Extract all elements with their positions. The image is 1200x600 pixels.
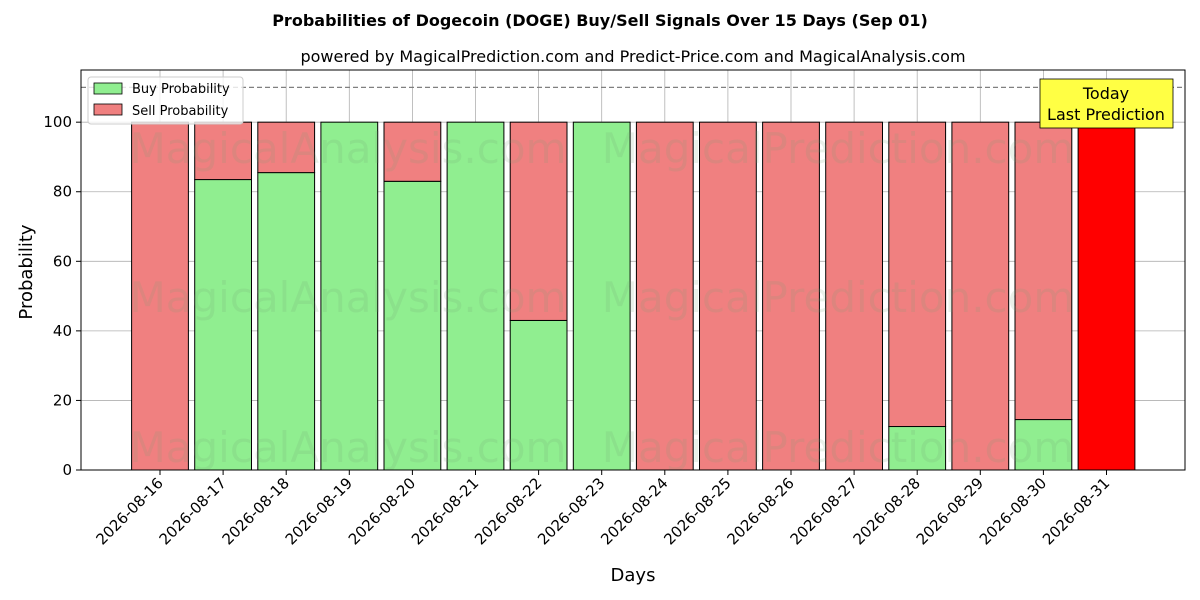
bar-sell: [194, 121, 252, 181]
bar-buy: [572, 121, 631, 471]
legend-sell-swatch: [93, 103, 123, 116]
x-tick-label: 2026-08-22: [471, 474, 545, 548]
bar-buy: [383, 180, 442, 471]
y-tick-label: 40: [53, 322, 72, 340]
x-tick-label: 2026-08-31: [1039, 474, 1113, 548]
annotation-today: Today: [1082, 84, 1129, 103]
chart-subtitle: powered by MagicalPrediction.com and Pre…: [300, 47, 965, 66]
bars: [131, 121, 1136, 471]
bar-buy: [509, 319, 568, 471]
x-tick-label: 2026-08-20: [345, 474, 419, 548]
bar-sell: [825, 121, 883, 471]
bar-sell: [1014, 121, 1073, 421]
watermark-text: MagicalAnalysis.com: [130, 124, 567, 173]
legend-box: [87, 76, 244, 125]
annotation-box: [1039, 78, 1174, 129]
plot-frame: [80, 69, 1186, 471]
bar-sell: [699, 121, 757, 471]
x-tick-label: 2026-08-25: [660, 474, 734, 548]
bar-sell: [635, 121, 694, 471]
bar-sell: [257, 121, 316, 174]
y-ticks: 0 20 40 60 80 100: [43, 113, 81, 479]
y-tick-label: 60: [53, 252, 72, 270]
bar-sell: [383, 121, 442, 182]
y-tick-label: 80: [53, 183, 72, 201]
watermark-text: MagicalAnalysis.com: [130, 423, 567, 472]
watermark-text: MagicalAnalysis.com: [130, 273, 567, 322]
x-tick-label: 2026-08-16: [92, 474, 166, 548]
x-tick-label: 2026-08-19: [282, 474, 356, 548]
bar-today: [1077, 121, 1136, 471]
x-tick-label: 2026-08-27: [787, 474, 861, 548]
legend-sell-label: Sell Probability: [132, 104, 229, 119]
y-axis-label: Probability: [16, 224, 37, 319]
watermark-text: MagicalPrediction.com: [602, 124, 1075, 173]
x-tick-label: 2026-08-18: [219, 474, 293, 548]
chart-title: Probabilities of Dogecoin (DOGE) Buy/Sel…: [272, 11, 928, 30]
y-tick-label: 0: [62, 461, 72, 479]
watermark-text: MagicalPrediction.com: [602, 273, 1075, 322]
x-tick-label: 2026-08-29: [913, 474, 987, 548]
bar-sell: [951, 121, 1010, 471]
bar-buy: [446, 121, 505, 471]
x-tick-label: 2026-08-28: [850, 474, 924, 548]
x-tick-label: 2026-08-30: [976, 474, 1050, 548]
x-tick-label: 2026-08-17: [156, 474, 230, 548]
x-axis-label: Days: [611, 565, 656, 586]
watermarks: MagicalAnalysis.com MagicalPrediction.com…: [130, 124, 1075, 472]
x-ticks: 2026-08-162026-08-172026-08-182026-08-19…: [92, 470, 1113, 548]
bar-sell: [888, 121, 947, 428]
bar-buy: [320, 121, 379, 471]
today-annotation: Today Last Prediction: [1039, 78, 1174, 129]
watermark-text: MagicalPrediction.com: [602, 423, 1075, 472]
x-tick-label: 2026-08-24: [597, 474, 671, 548]
bar-sell: [509, 121, 568, 321]
legend-buy-swatch: [93, 82, 123, 95]
x-tick-label: 2026-08-21: [408, 474, 482, 548]
y-tick-label: 100: [43, 113, 72, 131]
legend: Buy Probability Sell Probability: [87, 76, 244, 125]
y-tick-label: 20: [53, 391, 72, 409]
annotation-last-prediction: Last Prediction: [1047, 105, 1165, 124]
legend-buy-label: Buy Probability: [132, 82, 230, 97]
x-tick-label: 2026-08-23: [534, 474, 608, 548]
bar-sell: [762, 121, 820, 471]
x-tick-label: 2026-08-26: [723, 474, 797, 548]
bar-buy: [888, 426, 947, 471]
